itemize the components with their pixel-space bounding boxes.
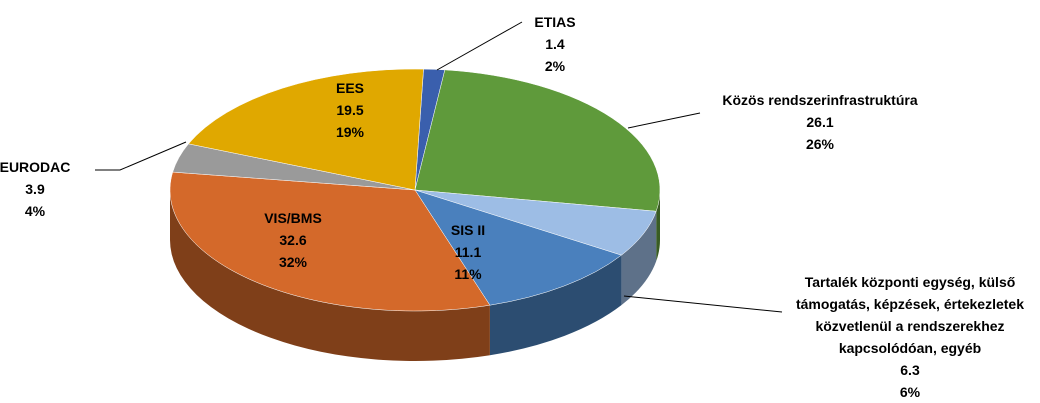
label-percent: 4% bbox=[24, 203, 46, 219]
label-name: VIS/BMS bbox=[264, 210, 322, 226]
label-name: SIS II bbox=[450, 222, 486, 238]
leader-line bbox=[436, 21, 523, 71]
leader-line bbox=[623, 295, 783, 313]
label-name: ETIAS bbox=[534, 14, 576, 30]
data-label: ETIAS 1.4 2% bbox=[534, 11, 575, 77]
label-percent: 32% bbox=[278, 254, 308, 270]
data-label: SIS II 11.1 11% bbox=[451, 219, 485, 285]
slice-side bbox=[656, 190, 660, 262]
label-value: 3.9 bbox=[25, 181, 45, 197]
slice bbox=[169, 171, 491, 312]
data-label: EURODAC 3.9 4% bbox=[0, 156, 70, 222]
leader-line bbox=[627, 112, 701, 129]
label-percent: 11% bbox=[454, 266, 482, 282]
label-percent: 2% bbox=[544, 58, 566, 74]
data-label: VIS/BMS 32.6 32% bbox=[264, 207, 322, 273]
label-name: Közös rendszerinfrastruktúra bbox=[722, 92, 918, 108]
slice bbox=[414, 189, 622, 306]
leader-line bbox=[95, 141, 187, 171]
slice-side bbox=[621, 211, 657, 306]
label-value: 32.6 bbox=[279, 232, 307, 248]
label-value: 19.5 bbox=[336, 102, 364, 118]
slice bbox=[188, 68, 424, 191]
data-label: Közös rendszerinfrastruktúra 26.1 26% bbox=[722, 89, 917, 155]
data-label: EES 19.5 19% bbox=[336, 77, 364, 143]
slice bbox=[414, 69, 661, 212]
label-name: EES bbox=[335, 80, 364, 96]
label-value: 1.4 bbox=[545, 36, 565, 52]
label-value: 26.1 bbox=[806, 114, 834, 130]
label-percent: 26% bbox=[805, 136, 835, 152]
label-name: EURODAC bbox=[0, 159, 71, 175]
label-name: Tartalék központi egység, külső támogatá… bbox=[795, 274, 1024, 356]
slice-side bbox=[170, 190, 490, 362]
label-value: 11.1 bbox=[454, 244, 482, 260]
label-percent: 19% bbox=[335, 124, 365, 140]
slice-side bbox=[489, 255, 622, 356]
label-percent: 6% bbox=[899, 384, 921, 400]
label-value: 6.3 bbox=[900, 362, 920, 378]
data-label: Tartalék központi egység, külső támogatá… bbox=[775, 271, 1040, 403]
